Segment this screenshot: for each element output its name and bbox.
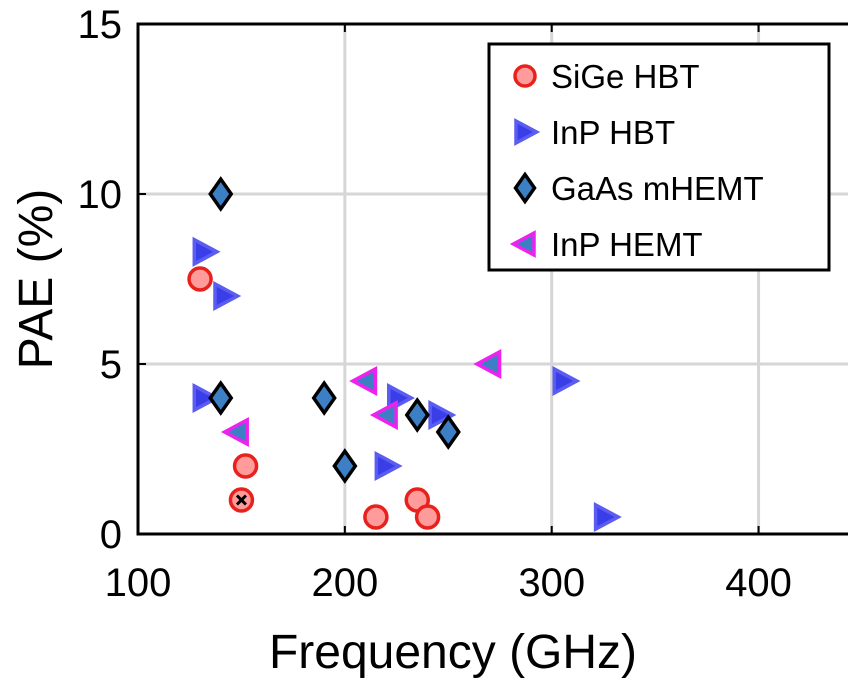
data-point-sige-hbt	[235, 455, 257, 477]
data-point-gaas-mhemt	[407, 400, 428, 430]
data-point-inp-hemt	[374, 403, 397, 427]
data-point-inp-hbt	[194, 240, 217, 264]
data-point-gaas-mhemt	[210, 179, 231, 209]
data-point-gaas-mhemt	[334, 451, 355, 481]
y-tick-label: 5	[100, 343, 122, 387]
x-tick-label: 400	[725, 561, 792, 605]
x-axis-label: Frequency (GHz)	[269, 626, 637, 679]
data-point-gaas-mhemt	[210, 383, 231, 413]
x-tick-label: 300	[518, 561, 585, 605]
legend-marker-sige-hbt	[515, 66, 535, 86]
y-tick-labels: 0 5 10 15	[78, 3, 123, 557]
x-tick-label: 200	[311, 561, 378, 605]
legend-label-sige-hbt: SiGe HBT	[551, 58, 700, 95]
legend-label-gaas-mhemt: GaAs mHEMT	[551, 170, 764, 207]
data-point-inp-hemt	[353, 369, 376, 393]
y-tick-label: 0	[100, 513, 122, 557]
legend: SiGe HBT InP HBT GaAs mHEMT InP HEMT	[489, 44, 829, 270]
data-point-inp-hbt	[376, 454, 399, 478]
data-point-inp-hemt	[225, 420, 248, 444]
x-tick-labels: 100 200 300 400	[105, 561, 792, 605]
data-point-gaas-mhemt	[314, 383, 335, 413]
legend-label-inp-hemt: InP HEMT	[551, 226, 703, 263]
y-tick-label: 15	[78, 3, 123, 47]
legend-label-inp-hbt: InP HBT	[551, 114, 675, 151]
data-point-inp-hbt	[215, 284, 238, 308]
data-point-sige-hbt	[417, 506, 439, 528]
y-tick-label: 10	[78, 173, 123, 217]
data-point-inp-hemt	[477, 352, 500, 376]
data-point-inp-hbt	[554, 369, 577, 393]
data-point-sige-hbt	[189, 268, 211, 290]
x-tick-label: 100	[105, 561, 172, 605]
data-point-inp-hbt	[596, 505, 619, 529]
data-point-sige-hbt	[365, 506, 387, 528]
y-axis-label: PAE (%)	[10, 189, 63, 369]
